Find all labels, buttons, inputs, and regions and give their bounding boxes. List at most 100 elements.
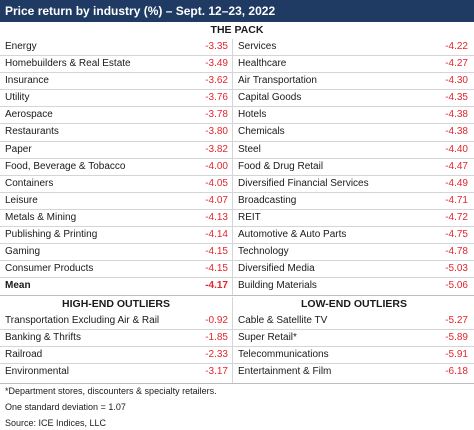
- right-industry-name: Hotels: [238, 109, 267, 121]
- right-industry-name: Super Retail*: [238, 332, 297, 344]
- left-industry-name: Gaming: [5, 246, 41, 258]
- table-row: Banking & Thrifts -1.85 Super Retail* -5.89: [0, 330, 474, 348]
- left-industry-value: -3.17: [205, 366, 228, 378]
- table-row: Aerospace -3.78 Hotels -4.38: [0, 107, 474, 125]
- right-industry-name: Capital Goods: [238, 92, 302, 104]
- left-industry-value: -4.07: [205, 194, 228, 206]
- table-row: Utility -3.76 Capital Goods -4.35: [0, 90, 474, 108]
- pack-header: THE PACK: [0, 23, 474, 38]
- table-row: Publishing & Printing -4.14 Automotive & A…: [0, 227, 474, 245]
- std-dev-note: One standard deviation = 1.07: [5, 402, 126, 412]
- right-industry-value: -4.40: [445, 143, 468, 155]
- right-industry-value: -6.18: [445, 366, 468, 378]
- left-industry-name: Homebuilders & Real Estate: [5, 58, 131, 70]
- right-industry-name: Entertainment & Film: [238, 366, 332, 378]
- left-industry-name: Aerospace: [5, 109, 53, 121]
- right-industry-value: -4.47: [445, 160, 468, 172]
- right-industry-value: -4.27: [445, 58, 468, 70]
- left-industry-value: -4.14: [205, 229, 228, 241]
- left-industry-name: Restaurants: [5, 126, 59, 138]
- table-row: Containers -4.05 Diversified Financial Ser…: [0, 176, 474, 193]
- right-industry-name: Services: [238, 41, 277, 52]
- left-industry-name: Banking & Thrifts: [5, 332, 81, 344]
- right-industry-name: Diversified Media: [238, 263, 315, 275]
- section-rule: [0, 295, 474, 296]
- right-industry-value: -4.71: [445, 194, 468, 206]
- right-industry-name: Diversified Financial Services: [238, 177, 369, 189]
- table-row: Paper -3.82 Steel -4.40: [0, 142, 474, 159]
- right-industry-name: Air Transportation: [238, 75, 317, 87]
- left-industry-value: -3.76: [205, 92, 228, 104]
- right-industry-value: -4.38: [445, 126, 468, 138]
- table-row: Mean -4.17 Building Materials -5.06: [0, 278, 474, 295]
- right-industry-name: Broadcasting: [238, 194, 297, 206]
- right-industry-name: Healthcare: [238, 58, 287, 70]
- right-industry-value: -4.30: [445, 75, 468, 87]
- right-industry-value: -4.35: [445, 92, 468, 104]
- left-industry-name: Transportation Excluding Air & Rail: [5, 315, 160, 326]
- table-row: Railroad -2.33 Telecommunications -5.91: [0, 347, 474, 365]
- table-row: Food, Beverage & Tobacco -4.00 Food & Drug…: [0, 159, 474, 176]
- left-industry-name: Paper: [5, 143, 32, 155]
- right-industry-value: -5.27: [445, 315, 468, 326]
- table-row: Insurance -3.62 Air Transportation -4.30: [0, 73, 474, 91]
- table-title: Price return by industry (%) – Sept. 12–…: [0, 0, 474, 22]
- table-row: Gaming -4.15 Technology -4.78: [0, 244, 474, 262]
- table-row: Consumer Products -4.15 Diversified Media -…: [0, 261, 474, 279]
- notes-rule: [0, 383, 474, 384]
- outliers-column-divider: [232, 297, 233, 383]
- right-industry-name: Automotive & Auto Parts: [238, 229, 347, 241]
- pack-heading: THE PACK: [210, 24, 264, 36]
- left-industry-name: Energy: [5, 41, 37, 52]
- right-industry-name: Steel: [238, 143, 261, 155]
- outliers-table: Transportation Excluding Air & Rail -0.92…: [0, 313, 474, 381]
- right-industry-name: REIT: [238, 211, 261, 223]
- left-industry-value: -3.82: [205, 143, 228, 155]
- right-industry-value: -4.22: [445, 41, 468, 52]
- left-industry-name: Environmental: [5, 366, 69, 378]
- pack-column-divider: [232, 39, 233, 295]
- left-industry-value: -3.80: [205, 126, 228, 138]
- left-industry-value: -3.62: [205, 75, 228, 87]
- table-row: Metals & Mining -4.13 REIT -4.72: [0, 210, 474, 228]
- right-industry-value: -4.38: [445, 109, 468, 121]
- right-industry-value: -4.78: [445, 246, 468, 258]
- right-industry-value: -5.91: [445, 349, 468, 361]
- right-industry-name: Food & Drug Retail: [238, 160, 324, 172]
- left-industry-name: Containers: [5, 177, 54, 189]
- right-industry-name: Technology: [238, 246, 289, 258]
- notes: *Department stores, discounters & specia…: [5, 385, 217, 430]
- left-industry-value: -4.15: [205, 246, 228, 258]
- left-industry-value: -0.92: [205, 315, 228, 326]
- right-industry-value: -5.89: [445, 332, 468, 344]
- right-industry-name: Building Materials: [238, 280, 317, 292]
- right-industry-value: -5.03: [445, 263, 468, 275]
- left-industry-value: -2.33: [205, 349, 228, 361]
- right-industry-name: Chemicals: [238, 126, 285, 138]
- left-industry-name: Metals & Mining: [5, 211, 77, 223]
- high-end-heading: HIGH-END OUTLIERS: [62, 298, 170, 310]
- left-industry-value: -4.13: [205, 211, 228, 223]
- left-industry-value: -4.00: [205, 160, 228, 172]
- table-row: Transportation Excluding Air & Rail -0.92…: [0, 313, 474, 331]
- right-industry-value: -4.72: [445, 211, 468, 223]
- left-industry-name: Mean: [5, 280, 31, 292]
- outliers-header: HIGH-END OUTLIERS LOW-END OUTLIERS: [0, 297, 474, 312]
- source-note: Source: ICE Indices, LLC: [5, 418, 107, 428]
- right-industry-value: -4.75: [445, 229, 468, 241]
- left-industry-value: -3.35: [205, 41, 228, 52]
- left-industry-value: -3.78: [205, 109, 228, 121]
- right-industry-name: Cable & Satellite TV: [238, 315, 328, 326]
- left-industry-value: -1.85: [205, 332, 228, 344]
- left-industry-value: -3.49: [205, 58, 228, 70]
- left-industry-name: Consumer Products: [5, 263, 94, 275]
- left-industry-name: Utility: [5, 92, 30, 104]
- left-industry-value: -4.15: [205, 263, 228, 275]
- table-row: Energy -3.35 Services -4.22: [0, 39, 474, 57]
- left-industry-name: Leisure: [5, 194, 38, 206]
- table-row: Environmental -3.17 Entertainment & Film -6…: [0, 364, 474, 381]
- left-industry-name: Railroad: [5, 349, 43, 361]
- left-industry-name: Food, Beverage & Tobacco: [5, 160, 126, 172]
- left-industry-name: Insurance: [5, 75, 49, 87]
- footnote: *Department stores, discounters & specia…: [5, 386, 217, 396]
